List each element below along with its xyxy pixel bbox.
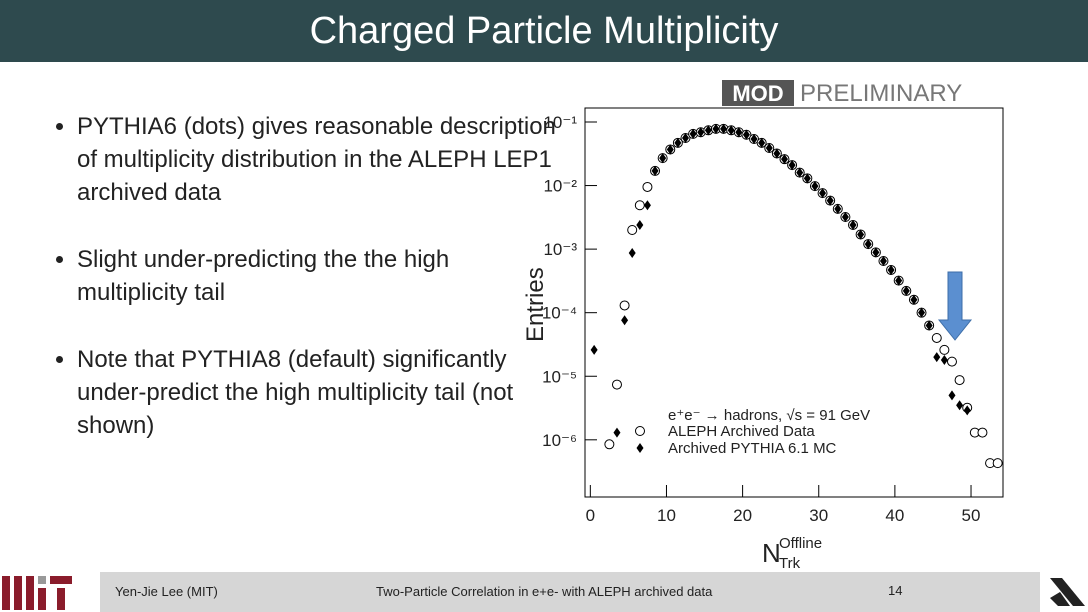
data-point bbox=[954, 375, 965, 386]
bullet: PYTHIA6 (dots) gives reasonable descript… bbox=[77, 110, 557, 209]
legend-title: e⁺e⁻ → hadrons, √s = 91 GeV bbox=[668, 407, 870, 424]
data-point bbox=[849, 219, 857, 230]
slide-title: Charged Particle Multiplicity bbox=[0, 0, 1088, 62]
x-axis-label-sup: Offline bbox=[779, 535, 822, 552]
data-point bbox=[811, 181, 819, 192]
data-point bbox=[704, 125, 712, 136]
data-point bbox=[940, 355, 948, 366]
data-point bbox=[925, 320, 933, 331]
data-point bbox=[834, 203, 842, 214]
arrow bbox=[937, 271, 973, 341]
data-point bbox=[902, 285, 910, 296]
x-tick-label: 30 bbox=[809, 506, 828, 525]
data-point bbox=[879, 256, 887, 267]
data-point bbox=[634, 200, 645, 211]
data-point bbox=[735, 127, 743, 138]
data-point bbox=[750, 134, 758, 145]
footer-author: Yen-Jie Lee (MIT) bbox=[115, 584, 218, 599]
data-point bbox=[758, 137, 766, 148]
data-point bbox=[872, 247, 880, 258]
data-point bbox=[780, 154, 788, 165]
data-point bbox=[619, 300, 630, 311]
data-point bbox=[636, 219, 644, 230]
page-number: 14 bbox=[888, 583, 903, 598]
data-point bbox=[931, 332, 942, 343]
x-tick-label: 40 bbox=[885, 506, 904, 525]
data-point bbox=[803, 173, 811, 184]
x-tick-label: 50 bbox=[962, 506, 981, 525]
data-point bbox=[857, 229, 865, 240]
data-point bbox=[963, 405, 971, 416]
y-axis-label: Entries bbox=[522, 267, 549, 342]
y-tick-label: 10⁻⁶ bbox=[542, 431, 577, 450]
data-point bbox=[992, 458, 1003, 469]
data-point bbox=[948, 390, 956, 401]
data-point bbox=[887, 264, 895, 275]
data-point bbox=[796, 167, 804, 178]
bullet: Slight under-predicting the the high mul… bbox=[77, 243, 557, 309]
y-tick-label: 10⁻⁵ bbox=[542, 367, 577, 386]
data-point bbox=[628, 247, 636, 258]
data-point bbox=[682, 132, 690, 143]
footer-bar bbox=[100, 572, 1040, 612]
data-point bbox=[956, 400, 964, 411]
data-point bbox=[689, 128, 697, 139]
legend-label: ALEPH Archived Data bbox=[668, 423, 815, 440]
data-point bbox=[727, 125, 735, 136]
y-tick-label: 10⁻² bbox=[543, 177, 577, 196]
data-point bbox=[590, 344, 598, 355]
data-point bbox=[604, 439, 615, 450]
data-point bbox=[643, 200, 651, 211]
data-point bbox=[918, 307, 926, 318]
data-point bbox=[946, 356, 957, 367]
data-point bbox=[773, 148, 781, 159]
data-point bbox=[977, 427, 988, 438]
data-point bbox=[613, 427, 621, 438]
data-point bbox=[765, 142, 773, 153]
plot-frame bbox=[584, 107, 1004, 498]
data-point bbox=[651, 165, 659, 176]
data-point bbox=[642, 181, 653, 192]
institute-logo bbox=[1050, 578, 1085, 606]
preliminary-badge: MOD PRELIMINARY bbox=[722, 80, 962, 107]
data-point bbox=[666, 144, 674, 155]
data-point bbox=[819, 188, 827, 199]
data-point bbox=[933, 352, 941, 363]
mit-logo bbox=[2, 576, 72, 610]
footer-talk: Two-Particle Correlation in e+e- with AL… bbox=[376, 584, 713, 599]
legend-label: Archived PYTHIA 6.1 MC bbox=[668, 440, 837, 457]
y-tick-label: 10⁻³ bbox=[543, 240, 577, 259]
x-tick-label: 10 bbox=[657, 506, 676, 525]
data-point bbox=[621, 315, 629, 326]
badge-mod: MOD bbox=[732, 81, 783, 106]
y-tick-label: 10⁻⁴ bbox=[542, 304, 577, 323]
data-point bbox=[720, 123, 728, 134]
legend-marker bbox=[635, 426, 645, 436]
x-axis-label-sub: Trk bbox=[779, 555, 801, 572]
data-point bbox=[864, 239, 872, 250]
data-point bbox=[895, 275, 903, 286]
data-point bbox=[697, 127, 705, 138]
legend-marker bbox=[636, 443, 644, 453]
x-tick-label: 20 bbox=[733, 506, 752, 525]
data-point bbox=[939, 344, 950, 355]
x-axis-label: N bbox=[762, 538, 781, 568]
data-point bbox=[712, 123, 720, 134]
y-tick-label: 10⁻¹ bbox=[543, 113, 577, 132]
data-point bbox=[742, 129, 750, 140]
data-point bbox=[788, 160, 796, 171]
data-point bbox=[841, 212, 849, 223]
data-point bbox=[659, 153, 667, 164]
data-point bbox=[674, 137, 682, 148]
bullet-list: PYTHIA6 (dots) gives reasonable descript… bbox=[30, 110, 557, 476]
data-point bbox=[910, 294, 918, 305]
x-tick-label: 0 bbox=[586, 506, 595, 525]
data-point bbox=[627, 224, 638, 235]
bullet: Note that PYTHIA8 (default) significantl… bbox=[77, 343, 557, 442]
data-point bbox=[826, 195, 834, 206]
data-point bbox=[611, 379, 622, 390]
badge-preliminary: PRELIMINARY bbox=[800, 80, 962, 107]
